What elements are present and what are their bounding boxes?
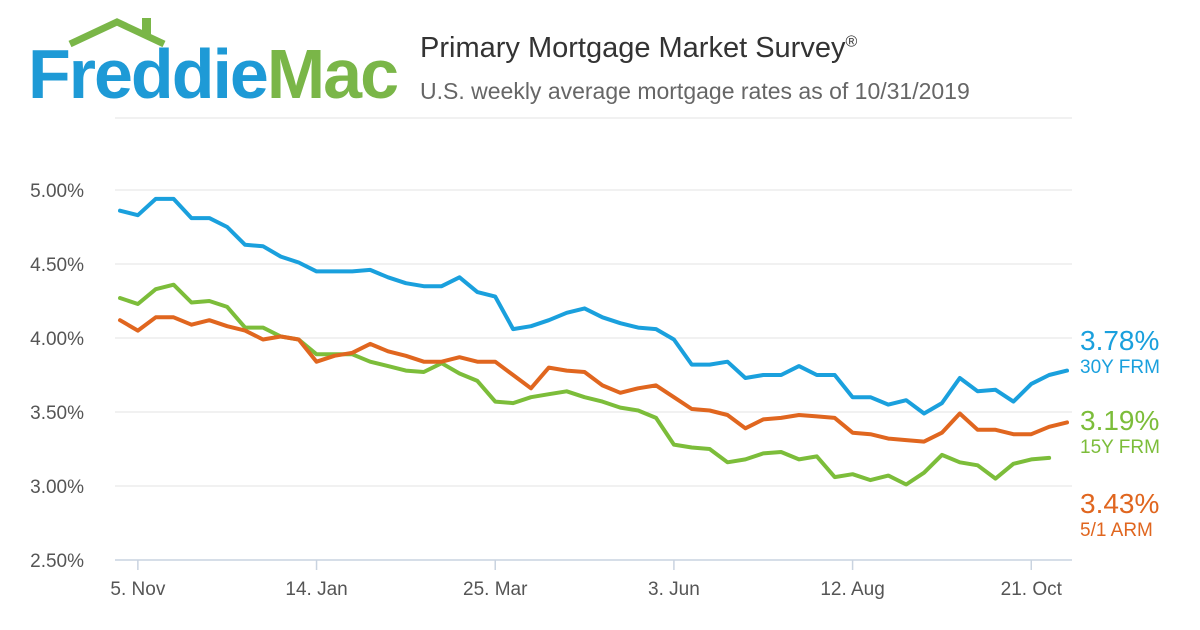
logo-freddie: Freddie — [28, 35, 269, 113]
y-tick-label: 4.50% — [30, 255, 84, 276]
registered-mark: ® — [845, 33, 858, 51]
x-tick-label: 21. Oct — [1001, 579, 1063, 600]
x-tick-label: 3. Jun — [648, 579, 700, 600]
chart-title-text: Primary Mortgage Market Survey — [420, 32, 846, 64]
x-tick-label: 12. Aug — [820, 579, 884, 600]
series-label-arm51: 3.43% 5/1 ARM — [1080, 488, 1159, 542]
chart-subtitle: U.S. weekly average mortgage rates as of… — [420, 78, 970, 104]
series-label-frm15: 3.19% 15Y FRM — [1080, 405, 1160, 459]
series-line-frm15 — [118, 282, 1052, 487]
series-latest-value: 3.19% — [1080, 405, 1160, 436]
series-name: 5/1 ARM — [1080, 520, 1153, 541]
house-roof-icon — [68, 18, 166, 48]
series-line-frm30 — [118, 196, 1069, 416]
y-tick-label: 4.00% — [30, 329, 84, 350]
chart-title: Primary Mortgage Market Survey® — [420, 32, 857, 65]
x-tick-label: 25. Mar — [463, 579, 528, 600]
series-name: 15Y FRM — [1080, 437, 1160, 458]
logo-mac: Mac — [266, 35, 399, 113]
logo-wordmark: FreddieMac — [28, 34, 399, 114]
y-tick-label: 2.50% — [30, 551, 84, 572]
series-latest-value: 3.43% — [1080, 488, 1160, 519]
series-line-arm51 — [118, 315, 1069, 444]
y-tick-label: 5.00% — [30, 181, 84, 202]
series-label-frm30: 3.78% 30Y FRM — [1080, 325, 1160, 379]
series-latest-value: 3.78% — [1080, 325, 1160, 356]
y-tick-label: 3.00% — [30, 477, 84, 498]
y-tick-label: 3.50% — [30, 403, 84, 424]
series-name: 30Y FRM — [1080, 357, 1160, 378]
x-tick-label: 14. Jan — [285, 579, 347, 600]
x-tick-label: 5. Nov — [110, 579, 165, 600]
freddie-mac-logo: FreddieMac — [28, 18, 399, 113]
